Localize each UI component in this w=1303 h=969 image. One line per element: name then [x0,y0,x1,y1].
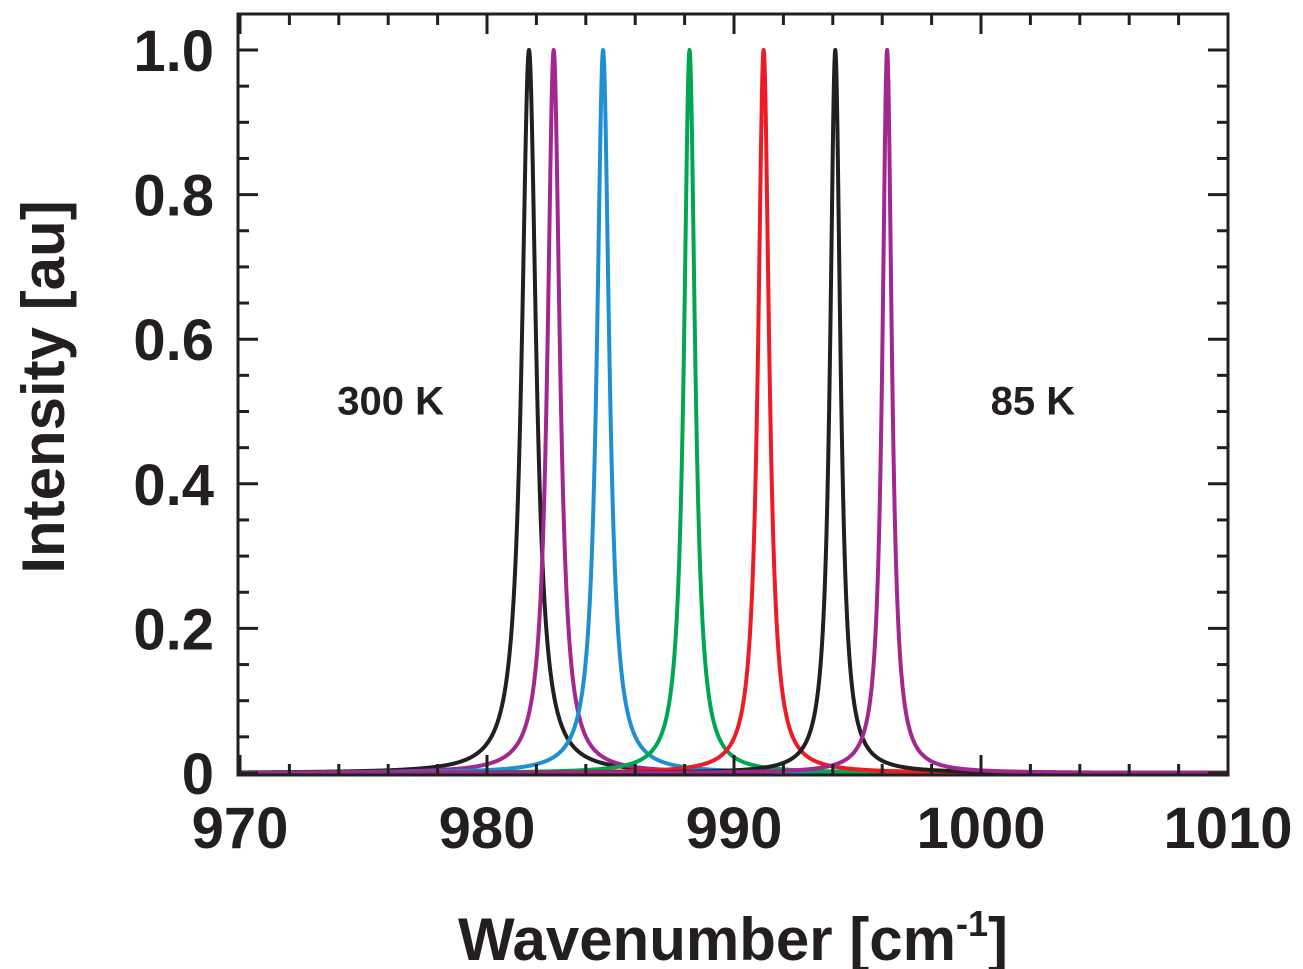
x-tick-label: 1010 [1163,796,1292,861]
x-axis-title: Wavenumber [cm-1] [458,903,1008,969]
x-tick-label: 990 [686,796,783,861]
temperature-annotation: 85 K [991,380,1076,424]
y-tick-label: 0 [182,742,214,807]
y-tick-label: 0.8 [133,164,214,229]
tick-layer [238,14,1230,775]
y-tick-label: 1.0 [133,19,214,84]
label-layer: 970 980 990 1000 1010 0 0.2 0.4 0.6 0.8 1.0 300 K 85… [133,19,1292,861]
y-axis-title: Intensity [au] [10,200,77,573]
x-tick-label: 1000 [916,796,1045,861]
temperature-annotation: 300 K [337,380,444,424]
y-tick-label: 0.2 [133,597,214,662]
x-tick-label: 970 [192,796,289,861]
x-tick-label: 980 [439,796,536,861]
y-tick-label: 0.6 [133,308,214,373]
x-axis-title-superscript: -1 [956,903,988,944]
y-tick-label: 0.4 [133,453,214,518]
